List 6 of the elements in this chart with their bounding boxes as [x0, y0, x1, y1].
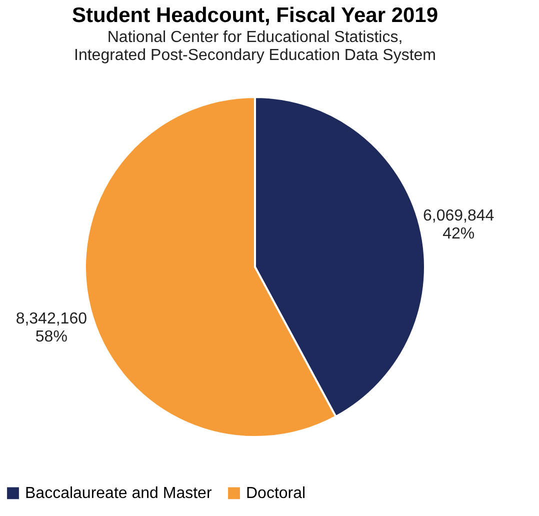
chart-title: Student Headcount, Fiscal Year 2019 [72, 4, 438, 27]
data-label: 8,342,160 58% [16, 310, 88, 346]
legend-label: Baccalaureate and Master [25, 485, 212, 502]
chart-subtitle: National Center for Educational Statistics, Integrated Post-Secondary Education Data System [74, 29, 436, 64]
data-label: 6,069,844 42% [423, 208, 494, 243]
legend-label: Doctoral [246, 485, 306, 502]
